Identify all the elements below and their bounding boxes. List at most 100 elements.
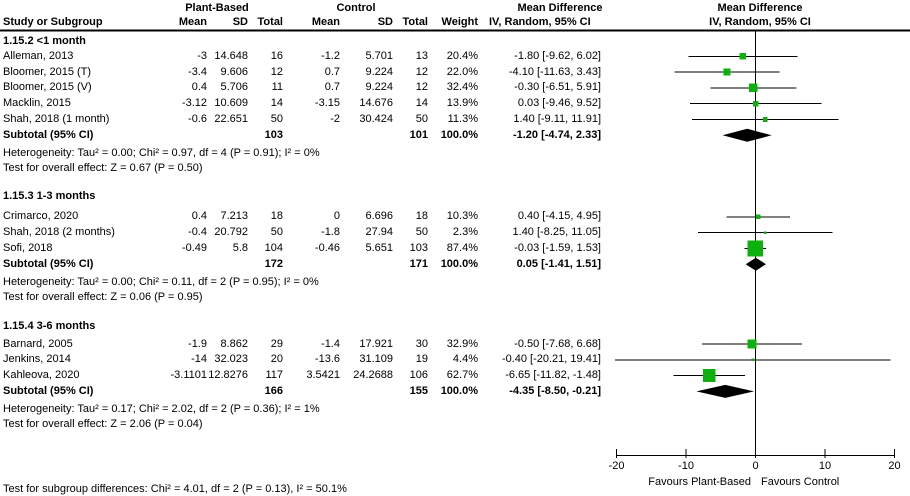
overall-effect-text: Test for overall effect: Z = 2.06 (P = 0… xyxy=(3,417,203,430)
study-row-weight: 20.4% xyxy=(446,49,478,62)
study-row-sd2: 6.696 xyxy=(365,210,393,223)
column-header-mean-1: Mean xyxy=(178,16,207,28)
study-row-sd2: 9.224 xyxy=(365,65,393,78)
subtotal-row-total1: 103 xyxy=(264,128,283,141)
study-row-total1: 14 xyxy=(270,97,283,110)
study-row-ci-text: -4.10 [-11.63, 3.43] xyxy=(508,65,601,78)
subgroup-title: 1.15.2 <1 month xyxy=(3,34,86,47)
study-row-sd2: 30.424 xyxy=(359,113,393,125)
study-row-mean2: -2 xyxy=(330,113,340,125)
study-row-total1: 104 xyxy=(264,241,283,254)
column-header-total-1: Total xyxy=(257,16,283,28)
study-row-sd2: 5.651 xyxy=(365,241,393,254)
subtotal-diamond xyxy=(722,128,772,142)
study-row-name: Bloomer, 2015 (T) xyxy=(3,65,92,78)
subtotal-row-total2: 171 xyxy=(409,257,428,270)
tick-label: 0 xyxy=(752,460,758,472)
study-row-ci-text: 0.03 [-9.46, 9.52] xyxy=(517,97,601,110)
study-row-ci-text: -1.80 [-9.62, 6.02] xyxy=(514,49,601,62)
study-row-mean2: 0.7 xyxy=(324,65,340,78)
study-row-weight: 10.3% xyxy=(446,210,478,223)
study-row-total2: 12 xyxy=(415,81,428,94)
study-row-mean1: -3 xyxy=(197,49,207,62)
study-row-mean2: 0 xyxy=(333,210,340,223)
subtotal-row-name: Subtotal (95% CI) xyxy=(3,257,94,270)
column-header-total-2: Total xyxy=(402,16,428,28)
effect-square xyxy=(702,369,716,382)
subtotal-row-total2: 101 xyxy=(409,128,428,141)
study-row-mean2: -1.8 xyxy=(321,226,340,239)
subtotal-row-total1: 166 xyxy=(264,384,283,397)
study-row-sd1: 32.023 xyxy=(214,353,248,366)
subtotal-diamond xyxy=(745,257,766,271)
study-row-mean2: 0.7 xyxy=(324,81,340,94)
overall-effect-text: Test for overall effect: Z = 0.06 (P = 0… xyxy=(3,290,203,303)
favours-right-label: Favours Control xyxy=(761,476,839,488)
study-row-sd2: 5.701 xyxy=(365,49,393,62)
study-row-ci-text: 1.40 [-8.25, 11.05] xyxy=(512,226,601,239)
study-row-mean2: -0.46 xyxy=(314,241,340,254)
study-row-total2: 106 xyxy=(409,369,428,382)
study-row-sd2: 27.94 xyxy=(365,226,393,239)
subtotal-row-name: Subtotal (95% CI) xyxy=(3,384,94,397)
method-header-stats: IV, Random, 95% CI xyxy=(489,16,591,28)
subtotal-row-weight: 100.0% xyxy=(440,128,478,141)
study-row-sd1: 10.609 xyxy=(214,97,248,110)
effect-square xyxy=(751,358,754,362)
subtotal-row-weight: 100.0% xyxy=(440,257,478,270)
study-row-sd1: 9.606 xyxy=(220,65,248,78)
subtotal-row-total1: 172 xyxy=(264,257,283,270)
study-row-mean1: -1.9 xyxy=(188,337,207,350)
study-row-total1: 50 xyxy=(270,226,283,239)
study-row-sd2: 31.109 xyxy=(359,353,393,366)
tick-label: 10 xyxy=(819,460,831,472)
study-row-ci-text: -0.03 [-1.59, 1.53] xyxy=(514,241,601,254)
effect-square xyxy=(753,101,759,107)
column-header-sd-2: SD xyxy=(377,16,393,28)
study-row-weight: 32.4% xyxy=(446,81,478,94)
study-row-total1: 20 xyxy=(270,353,283,366)
study-row-total1: 16 xyxy=(270,49,283,62)
study-row-ci-text: -0.40 [-20.21, 19.41] xyxy=(501,353,601,366)
study-row-total2: 18 xyxy=(415,210,428,223)
study-row-total2: 13 xyxy=(415,49,428,62)
study-row-sd1: 20.792 xyxy=(214,226,248,239)
effect-header-stats: Mean Difference xyxy=(517,2,603,14)
study-row-sd2: 17.921 xyxy=(359,337,393,350)
effect-square xyxy=(747,339,757,349)
study-row-sd2: 24.2688 xyxy=(353,369,393,382)
study-row-mean2: -13.6 xyxy=(314,353,340,366)
study-row-total1: 29 xyxy=(270,337,283,350)
study-row-name: Kahleova, 2020 xyxy=(3,369,80,382)
study-row-weight: 11.3% xyxy=(447,113,478,125)
tick-label: 20 xyxy=(888,460,900,472)
study-row-weight: 32.9% xyxy=(446,337,478,350)
favours-left-label: Favours Plant-Based xyxy=(648,476,751,488)
study-row-total2: 30 xyxy=(415,337,428,350)
study-row-name: Jenkins, 2014 xyxy=(3,353,71,366)
study-row-name: Macklin, 2015 xyxy=(3,97,71,110)
study-row-mean1: -0.49 xyxy=(181,241,207,254)
study-row-name: Barnard, 2005 xyxy=(3,337,73,350)
subgroup-title: 1.15.4 3-6 months xyxy=(3,320,96,332)
subgroup-difference-test: Test for subgroup differences: Chi² = 4.… xyxy=(3,483,347,495)
tick-label: -20 xyxy=(609,460,625,472)
study-row-mean1: -0.6 xyxy=(188,113,207,125)
tick-label: -10 xyxy=(678,460,694,472)
study-row-ci-text: -6.65 [-11.82, -1.48] xyxy=(505,369,601,382)
study-row-weight: 4.4% xyxy=(452,353,478,366)
effect-square xyxy=(756,214,761,219)
study-row-total1: 117 xyxy=(265,369,283,382)
study-row-name: Sofi, 2018 xyxy=(3,241,53,254)
study-row-mean1: -3.4 xyxy=(188,65,207,78)
column-header-study: Study or Subgroup xyxy=(3,16,103,28)
subtotal-row-total2: 155 xyxy=(409,384,428,397)
overall-effect-text: Test for overall effect: Z = 0.67 (P = 0… xyxy=(3,161,203,174)
study-row-ci-text: -0.50 [-7.68, 6.68] xyxy=(514,337,601,350)
study-row-weight: 22.0% xyxy=(446,65,478,78)
study-row-mean2: 3.5421 xyxy=(306,369,340,382)
subtotal-row-name: Subtotal (95% CI) xyxy=(3,128,94,141)
study-row-mean1: -3.1101 xyxy=(170,369,208,382)
study-row-sd1: 8.862 xyxy=(220,337,248,350)
study-row-name: Alleman, 2013 xyxy=(3,49,74,62)
